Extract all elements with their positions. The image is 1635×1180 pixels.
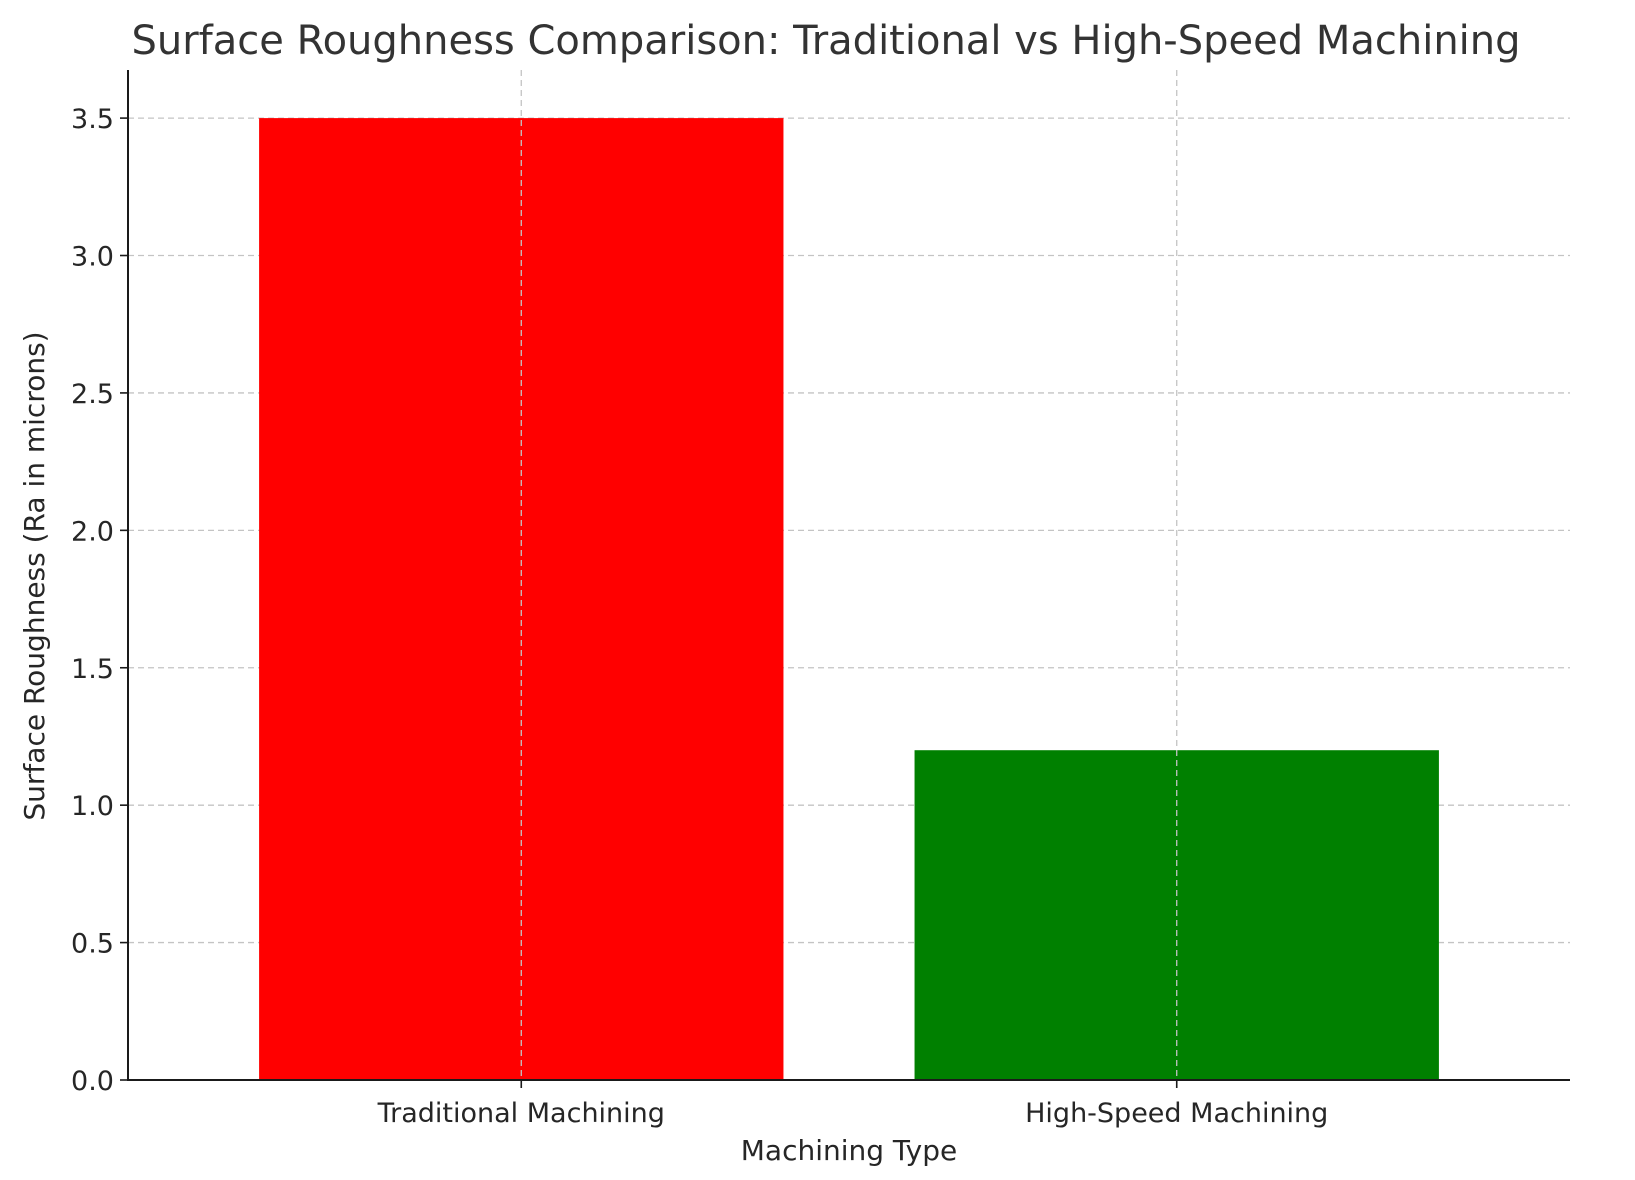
x-tick-label: High-Speed Machining xyxy=(1025,1098,1328,1129)
y-tick-label: 0.0 xyxy=(71,1066,114,1097)
x-axis-label: Machining Type xyxy=(741,1134,958,1167)
y-tick-label: 1.0 xyxy=(71,791,114,822)
y-tick-label: 2.0 xyxy=(71,516,114,547)
y-tick-label: 2.5 xyxy=(71,379,114,410)
x-tick-label: Traditional Machining xyxy=(377,1098,665,1129)
bar-traditional-machining xyxy=(259,118,784,1081)
y-tick-label: 3.5 xyxy=(71,104,114,135)
x-ticks: Traditional Machining High-Speed Machinin… xyxy=(377,1080,1328,1129)
x-grid xyxy=(520,70,1178,1080)
y-ticks: 0.0 0.5 1.0 1.5 2.0 2.5 3.0 3.5 xyxy=(71,104,128,1097)
bars xyxy=(259,118,1439,1081)
y-tick-label: 1.5 xyxy=(71,654,114,685)
y-tick-label: 3.0 xyxy=(71,242,114,273)
chart-title: Surface Roughness Comparison: Traditiona… xyxy=(131,18,1520,64)
y-tick-label: 0.5 xyxy=(71,929,114,960)
y-axis-label: Surface Roughness (Ra in microns) xyxy=(18,331,51,820)
